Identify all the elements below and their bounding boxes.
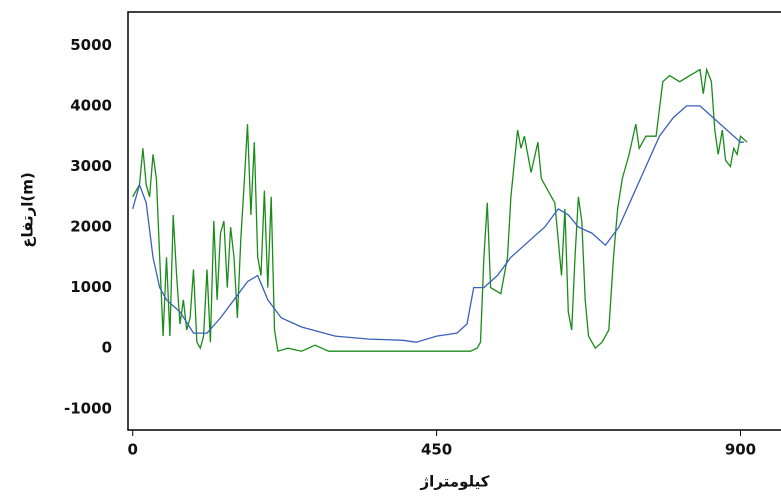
y-tick-label: 3000 (70, 157, 112, 175)
y-tick-label: 1000 (70, 278, 112, 296)
x-tick-label: 0 (128, 441, 138, 459)
y-tick-label: 2000 (70, 218, 112, 236)
y-tick-label: 0 (102, 339, 112, 357)
x-tick-label: 450 (421, 441, 452, 459)
y-tick-label: 5000 (70, 36, 112, 54)
x-tick-label: 900 (725, 441, 756, 459)
y-tick-label: -1000 (64, 399, 112, 417)
y-tick-label: 4000 (70, 96, 112, 114)
plot-frame (127, 11, 781, 431)
series-line (132, 67, 748, 353)
x-axis-label: کیلومتراژ (420, 473, 490, 491)
series-line (132, 105, 744, 343)
y-axis-label: ارتفاع(m) (19, 172, 37, 247)
